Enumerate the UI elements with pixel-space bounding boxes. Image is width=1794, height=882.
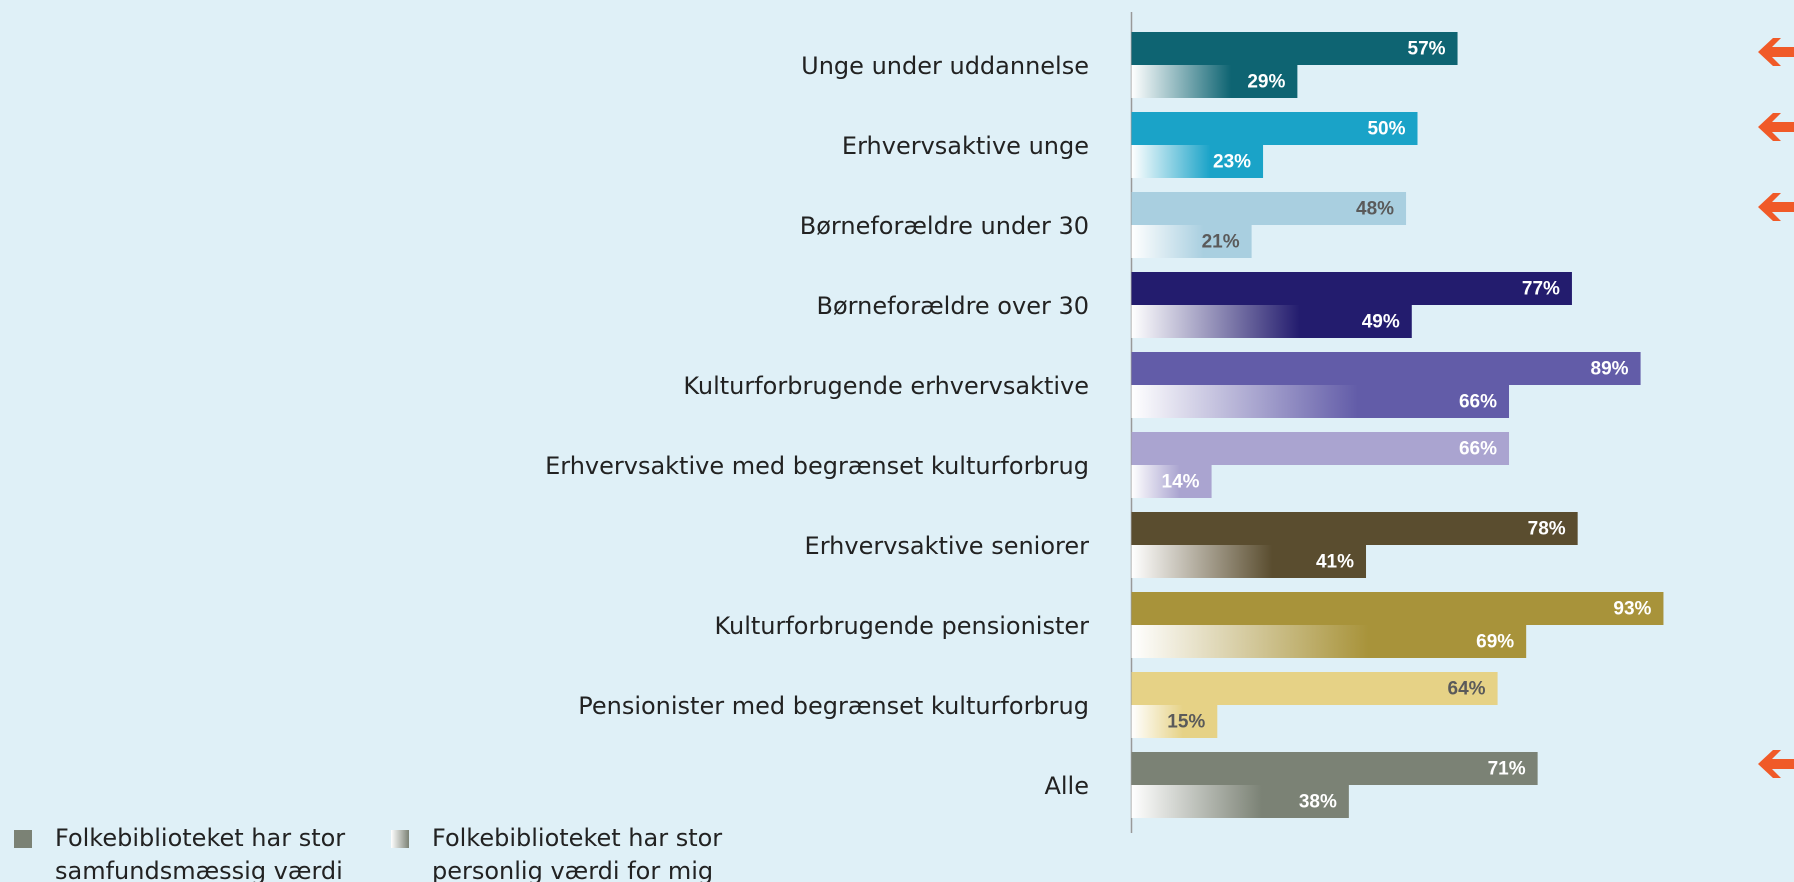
arrow xyxy=(1758,750,1794,778)
category-label: Børneforældre under 30 xyxy=(800,212,1089,240)
legend-swatch xyxy=(14,830,32,848)
value-label: 50% xyxy=(1367,119,1405,140)
legend-label: Folkebiblioteket har stor samfundsmæssig… xyxy=(55,824,346,882)
value-label: 66% xyxy=(1459,392,1497,413)
value-label: 66% xyxy=(1459,439,1497,460)
value-label: 64% xyxy=(1448,679,1486,700)
arrow xyxy=(1758,38,1794,66)
bar xyxy=(1131,145,1264,178)
bar xyxy=(1131,192,1407,225)
value-label: 23% xyxy=(1213,152,1251,173)
bar xyxy=(1131,385,1510,418)
value-label: 21% xyxy=(1202,232,1240,253)
bar xyxy=(1131,65,1298,98)
bar xyxy=(1131,112,1418,145)
bar xyxy=(1131,512,1578,545)
bar xyxy=(1131,352,1641,385)
value-label: 78% xyxy=(1528,519,1566,540)
bar xyxy=(1131,432,1510,465)
value-label: 89% xyxy=(1591,359,1629,380)
value-label: 77% xyxy=(1522,279,1560,300)
category-label: Kulturforbrugende pensionister xyxy=(714,612,1089,640)
arrow xyxy=(1758,193,1794,221)
value-label: 49% xyxy=(1362,312,1400,333)
arrow xyxy=(1758,113,1794,141)
bar xyxy=(1131,592,1664,625)
bar xyxy=(1131,465,1212,498)
value-label: 14% xyxy=(1162,472,1200,493)
category-label: Kulturforbrugende erhvervsaktive xyxy=(683,372,1089,400)
bar xyxy=(1131,785,1349,818)
value-label: 93% xyxy=(1613,599,1651,620)
category-label: Erhvervsaktive med begrænset kulturforbr… xyxy=(545,452,1089,480)
bar xyxy=(1131,272,1572,305)
value-label: 15% xyxy=(1167,712,1205,733)
bar xyxy=(1131,625,1527,658)
category-label: Alle xyxy=(1044,772,1089,800)
category-label: Erhvervsaktive seniorer xyxy=(805,532,1090,560)
value-label: 38% xyxy=(1299,792,1337,813)
bar xyxy=(1131,305,1412,338)
value-label: 48% xyxy=(1356,199,1394,220)
value-label: 57% xyxy=(1408,39,1446,60)
value-label: 29% xyxy=(1247,72,1285,93)
value-label: 71% xyxy=(1488,759,1526,780)
category-label: Børneforældre over 30 xyxy=(817,292,1089,320)
category-label: Erhvervsaktive unge xyxy=(842,132,1089,160)
category-label: Pensionister med begrænset kulturforbrug xyxy=(578,692,1089,720)
value-label: 41% xyxy=(1316,552,1354,573)
bar xyxy=(1131,32,1458,65)
value-label: 69% xyxy=(1476,632,1514,653)
arrows xyxy=(1758,38,1794,778)
legend-swatch xyxy=(391,830,409,848)
bar xyxy=(1131,752,1538,785)
bar xyxy=(1131,672,1498,705)
bar xyxy=(1131,545,1367,578)
legend-label: Folkebiblioteket har stor personlig værd… xyxy=(432,824,723,882)
bar xyxy=(1131,705,1218,738)
category-label: Unge under uddannelse xyxy=(801,52,1089,80)
bar xyxy=(1131,225,1252,258)
